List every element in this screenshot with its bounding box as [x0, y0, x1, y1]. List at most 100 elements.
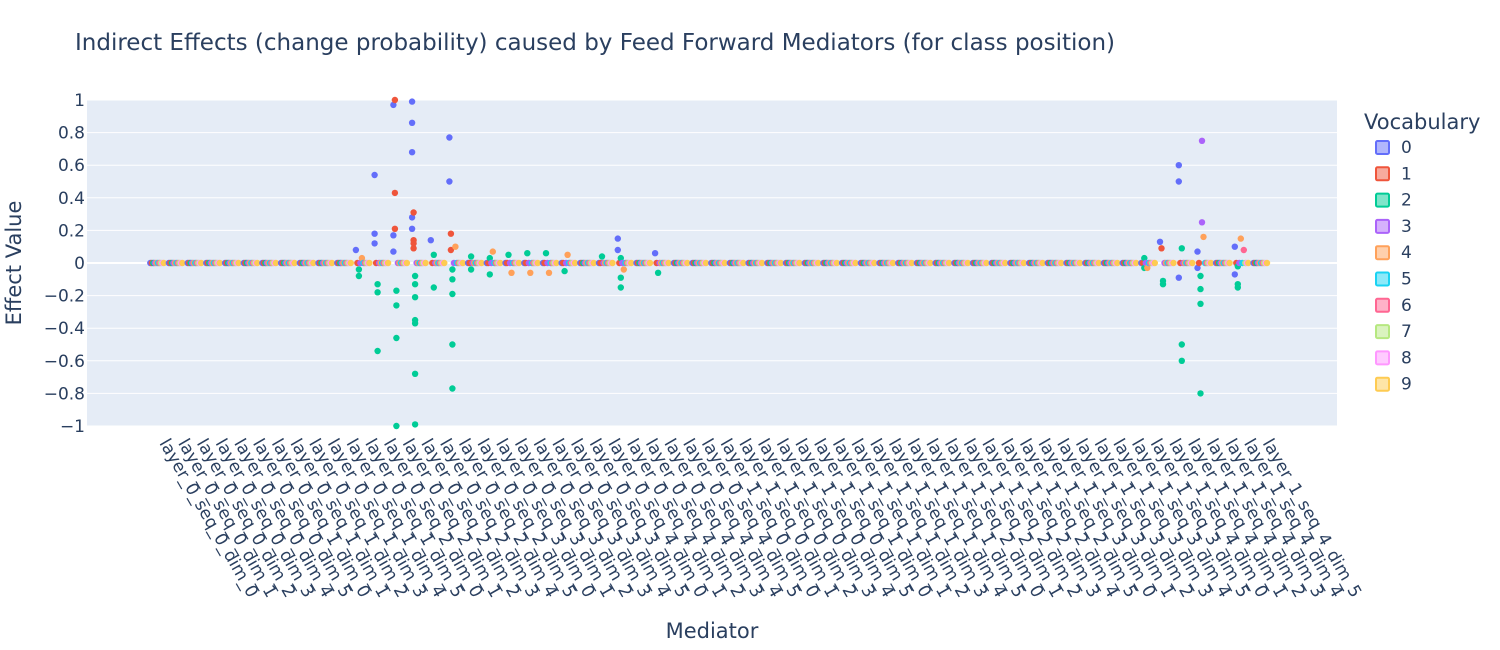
data-point-series-2 — [411, 370, 419, 377]
data-point-series-9 — [328, 259, 336, 267]
data-point-series-9 — [1226, 259, 1233, 267]
legend-label-4[interactable]: 4 — [1401, 243, 1412, 263]
data-point-series-0 — [408, 225, 416, 232]
y-tick-label: 1 — [74, 91, 85, 111]
legend-swatch-9[interactable] — [1375, 376, 1390, 392]
data-point-series-2 — [1178, 357, 1186, 364]
data-point-series-9 — [553, 259, 560, 267]
data-point-series-9 — [441, 259, 448, 267]
data-point-series-9 — [478, 259, 485, 267]
data-point-series-0 — [408, 98, 416, 105]
data-point-series-9 — [160, 259, 167, 267]
data-point-series-2 — [1197, 285, 1204, 293]
data-point-series-9 — [1170, 259, 1177, 267]
data-point-series-9 — [702, 259, 710, 267]
data-point-series-4 — [527, 269, 534, 276]
data-point-series-9 — [628, 259, 635, 267]
data-point-series-9 — [1039, 259, 1046, 267]
data-points — [147, 96, 1271, 430]
data-point-series-0 — [446, 134, 453, 141]
data-point-series-0 — [390, 232, 397, 239]
legend-swatch-2[interactable] — [1375, 192, 1390, 208]
data-point-series-4 — [1200, 233, 1207, 241]
data-point-series-9 — [384, 259, 392, 267]
data-point-series-9 — [665, 259, 672, 267]
legend-swatch-4[interactable] — [1375, 245, 1390, 261]
data-point-series-4 — [452, 243, 459, 250]
data-point-series-9 — [310, 259, 317, 267]
data-point-series-1 — [391, 96, 399, 104]
data-point-series-2 — [467, 266, 475, 273]
data-point-series-0 — [651, 250, 659, 257]
data-point-series-9 — [1114, 259, 1121, 267]
data-point-series-9 — [422, 259, 429, 267]
legend-label-2[interactable]: 2 — [1401, 191, 1412, 211]
data-point-series-2 — [393, 334, 400, 342]
legend-label-7[interactable]: 7 — [1401, 322, 1412, 342]
data-point-series-9 — [534, 259, 541, 267]
legend-swatch-1[interactable] — [1375, 166, 1390, 182]
legend-label-3[interactable]: 3 — [1401, 217, 1412, 237]
legend-label-9[interactable]: 9 — [1401, 375, 1412, 395]
data-point-series-3 — [1198, 137, 1206, 144]
data-point-series-1 — [410, 209, 417, 216]
data-point-series-0 — [371, 240, 378, 247]
data-point-series-9 — [272, 259, 280, 267]
data-point-series-9 — [815, 259, 822, 267]
data-point-series-9 — [1002, 259, 1009, 267]
y-tick-label: −1 — [60, 417, 85, 437]
legend-swatch-6[interactable] — [1375, 297, 1390, 313]
data-point-series-9 — [777, 259, 785, 267]
y-tick-label: −0.4 — [44, 319, 85, 339]
data-point-series-2 — [393, 287, 400, 294]
data-point-series-0 — [408, 119, 416, 127]
y-tick-label: 0 — [74, 254, 85, 274]
data-point-series-2 — [542, 250, 550, 257]
data-point-series-2 — [430, 251, 437, 258]
data-point-series-1 — [391, 189, 399, 197]
data-point-series-2 — [449, 341, 456, 348]
data-point-series-0 — [1231, 243, 1239, 250]
data-point-series-4 — [358, 254, 366, 262]
data-point-series-4 — [489, 248, 496, 255]
data-point-series-0 — [352, 246, 360, 254]
data-point-series-2 — [393, 302, 400, 309]
data-point-series-1 — [410, 240, 417, 247]
data-point-series-9 — [889, 259, 897, 267]
data-point-series-0 — [408, 149, 416, 156]
legend-swatch-5[interactable] — [1375, 271, 1390, 287]
data-point-series-0 — [371, 230, 378, 237]
data-point-series-2 — [449, 276, 456, 283]
legend-label-0[interactable]: 0 — [1401, 138, 1412, 158]
data-point-series-9 — [758, 259, 766, 267]
data-point-series-0 — [614, 246, 621, 254]
data-point-series-1 — [410, 245, 417, 252]
data-point-series-9 — [1263, 259, 1271, 267]
data-point-series-2 — [411, 421, 419, 428]
data-point-series-2 — [393, 422, 400, 430]
legend-label-5[interactable]: 5 — [1401, 270, 1412, 290]
legend-swatch-3[interactable] — [1375, 218, 1390, 234]
legend-label-1[interactable]: 1 — [1401, 164, 1412, 184]
data-point-series-9 — [459, 259, 467, 267]
legend-label-8[interactable]: 8 — [1401, 348, 1412, 368]
data-point-series-2 — [374, 281, 381, 288]
data-point-series-2 — [1141, 254, 1148, 262]
data-point-series-9 — [571, 259, 579, 267]
data-point-series-0 — [371, 171, 378, 179]
data-point-series-2 — [1197, 390, 1204, 397]
legend-swatch-7[interactable] — [1375, 324, 1390, 340]
data-point-series-2 — [449, 290, 456, 298]
data-point-series-2 — [1234, 284, 1242, 291]
y-tick-label: 0.4 — [58, 189, 85, 209]
legend-label-6[interactable]: 6 — [1401, 296, 1412, 316]
legend-swatch-0[interactable] — [1375, 140, 1390, 155]
data-point-series-9 — [945, 259, 953, 267]
y-tick-label: 0.8 — [58, 124, 85, 144]
data-point-series-9 — [1245, 259, 1252, 267]
data-point-series-9 — [740, 259, 747, 267]
data-point-series-2 — [617, 284, 624, 291]
legend-swatch-8[interactable] — [1375, 350, 1390, 366]
data-point-series-1 — [447, 230, 455, 237]
data-point-series-0 — [390, 101, 397, 109]
